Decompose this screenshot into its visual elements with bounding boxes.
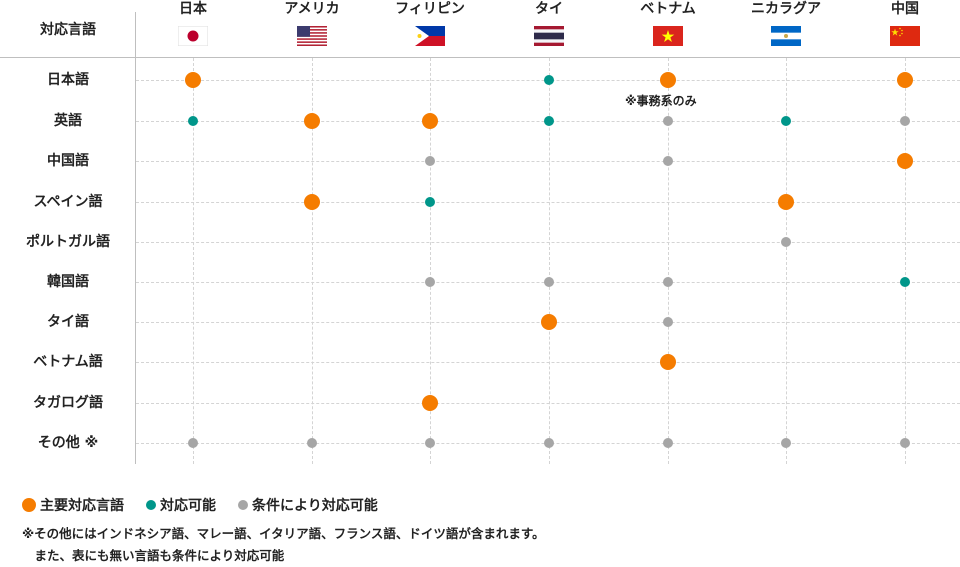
column-gridline bbox=[905, 58, 906, 464]
footnote-1: ※その他にはインドネシア語、マレー語、イタリア語、フランス語、ドイツ語が含まれま… bbox=[22, 526, 545, 541]
language-label: 英語 bbox=[54, 113, 82, 129]
support-dot-main bbox=[897, 153, 913, 169]
support-dot-main bbox=[660, 72, 676, 88]
cn-flag-icon bbox=[890, 26, 920, 46]
row-gridline bbox=[136, 403, 960, 404]
support-dot-cond bbox=[425, 156, 435, 166]
clerical-only-annotation: ※事務系のみ bbox=[625, 94, 697, 108]
support-dot-cond bbox=[781, 237, 791, 247]
header-vertical-divider bbox=[135, 12, 136, 464]
vn-flag-icon bbox=[653, 26, 683, 46]
support-dot-main bbox=[304, 194, 320, 210]
language-label: タガログ語 bbox=[33, 395, 103, 411]
support-dot-cond bbox=[900, 438, 910, 448]
legend-cond-dot bbox=[238, 500, 248, 510]
legend-cond-label: 条件により対応可能 bbox=[252, 498, 378, 514]
country-name: フィリピン bbox=[395, 1, 465, 17]
column-gridline bbox=[430, 58, 431, 464]
country-name: 日本 bbox=[179, 1, 207, 17]
language-label: タイ語 bbox=[47, 314, 89, 330]
legend-item-sub: 対応可能 bbox=[146, 495, 216, 515]
language-column-header: 対応言語 bbox=[40, 22, 96, 38]
support-dot-main bbox=[422, 395, 438, 411]
us-flag-icon bbox=[297, 26, 327, 46]
legend-main-dot bbox=[22, 498, 36, 512]
support-dot-cond bbox=[900, 116, 910, 126]
legend-sub-label: 対応可能 bbox=[160, 498, 216, 514]
row-gridline bbox=[136, 202, 960, 203]
support-dot-cond bbox=[663, 277, 673, 287]
country-name: アメリカ bbox=[284, 1, 340, 17]
header-horizontal-divider bbox=[0, 57, 960, 58]
legend-item-main: 主要対応言語 bbox=[22, 495, 124, 515]
support-dot-cond bbox=[188, 438, 198, 448]
footnote-2: また、表にも無い言語も条件により対応可能 bbox=[22, 548, 285, 563]
support-dot-sub bbox=[900, 277, 910, 287]
language-label: 中国語 bbox=[47, 153, 89, 169]
support-dot-sub bbox=[425, 197, 435, 207]
country-name: ベトナム bbox=[640, 1, 696, 17]
ph-flag-icon bbox=[415, 26, 445, 46]
support-dot-main bbox=[541, 314, 557, 330]
support-dot-main bbox=[897, 72, 913, 88]
language-label: 韓国語 bbox=[47, 274, 89, 290]
support-dot-main bbox=[422, 113, 438, 129]
support-dot-cond bbox=[425, 277, 435, 287]
support-dot-sub bbox=[544, 116, 554, 126]
support-dot-sub bbox=[781, 116, 791, 126]
support-dot-main bbox=[660, 354, 676, 370]
country-name: ニカラグア bbox=[751, 1, 821, 17]
language-label: 日本語 bbox=[47, 72, 89, 88]
country-name: 中国 bbox=[891, 1, 919, 17]
language-label: その他 ※ bbox=[37, 435, 99, 451]
support-dot-cond bbox=[781, 438, 791, 448]
column-gridline bbox=[668, 58, 669, 464]
support-dot-cond bbox=[544, 277, 554, 287]
support-dot-cond bbox=[307, 438, 317, 448]
column-gridline bbox=[312, 58, 313, 464]
support-dot-sub bbox=[544, 75, 554, 85]
language-label: ポルトガル語 bbox=[26, 234, 110, 250]
support-dot-cond bbox=[663, 116, 673, 126]
row-gridline bbox=[136, 161, 960, 162]
column-gridline bbox=[549, 58, 550, 464]
legend-sub-dot bbox=[146, 500, 156, 510]
column-gridline bbox=[786, 58, 787, 464]
legend-item-cond: 条件により対応可能 bbox=[238, 495, 378, 515]
country-name: タイ bbox=[535, 1, 563, 17]
th-flag-icon bbox=[534, 26, 564, 46]
support-dot-main bbox=[185, 72, 201, 88]
support-dot-cond bbox=[663, 438, 673, 448]
support-dot-cond bbox=[544, 438, 554, 448]
legend-main-label: 主要対応言語 bbox=[40, 498, 124, 514]
support-dot-main bbox=[778, 194, 794, 210]
legend: 主要対応言語 対応可能 条件により対応可能 bbox=[22, 495, 378, 515]
row-gridline bbox=[136, 242, 960, 243]
jp-flag-icon bbox=[178, 26, 208, 46]
support-dot-cond bbox=[425, 438, 435, 448]
support-dot-cond bbox=[663, 156, 673, 166]
language-label: スペイン語 bbox=[33, 194, 103, 210]
row-gridline bbox=[136, 362, 960, 363]
ni-flag-icon bbox=[771, 26, 801, 46]
support-dot-main bbox=[304, 113, 320, 129]
support-dot-sub bbox=[188, 116, 198, 126]
language-label: ベトナム語 bbox=[33, 354, 103, 370]
column-gridline bbox=[193, 58, 194, 464]
support-dot-cond bbox=[663, 317, 673, 327]
